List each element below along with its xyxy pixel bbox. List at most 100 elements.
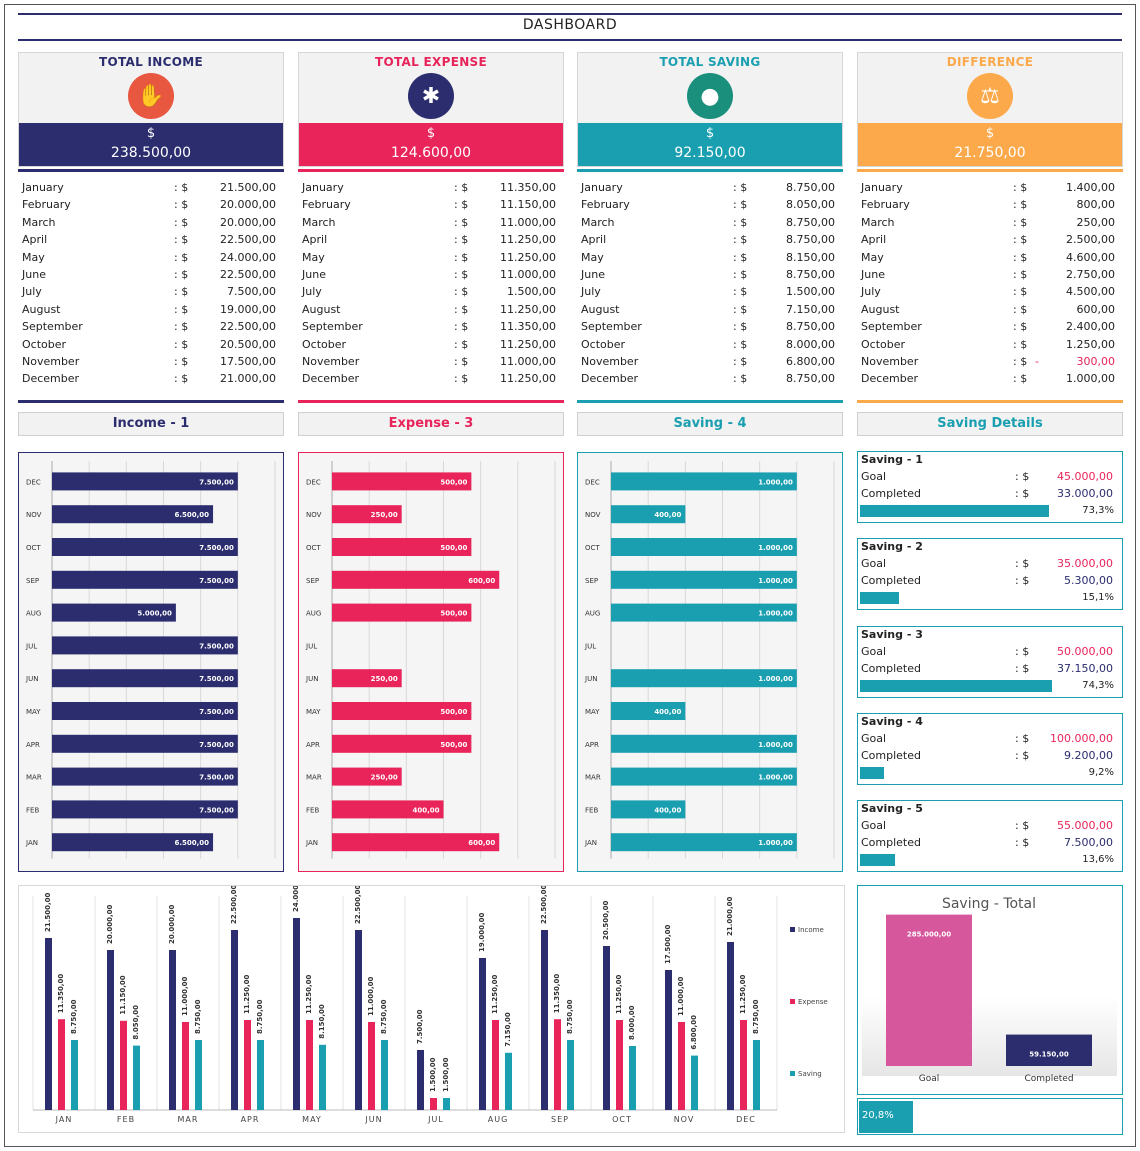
saving-total-progress-bar: [859, 1101, 913, 1133]
list-item: February: $ 11.150,00: [298, 197, 564, 214]
month-value: 11.350,00: [500, 181, 556, 194]
list-item: October: $ 11.250,00: [298, 337, 564, 354]
monthly-list-difference: January: $ 1.400,00 February: $ 800,00 March…: [857, 180, 1123, 389]
currency-separator: : $: [1013, 372, 1028, 386]
data-label: 7.500,00: [199, 478, 234, 486]
data-label: 250,00: [371, 675, 398, 683]
bar: [133, 1045, 140, 1110]
list-item: January: $ 21.500,00: [18, 180, 284, 197]
currency-separator: : $: [454, 285, 469, 299]
month-value: 1.000,00: [1066, 372, 1115, 386]
currency-separator: : $: [1013, 215, 1028, 229]
currency-separator: : $: [1015, 470, 1030, 483]
month-name: July: [302, 285, 322, 299]
bar: [1006, 1034, 1092, 1066]
data-label: 5.000,00: [137, 610, 172, 618]
tick-label: APR: [241, 1115, 260, 1124]
month-name: May: [302, 250, 325, 264]
list-item: March: $ 11.000,00: [298, 215, 564, 232]
month-name: July: [861, 285, 881, 299]
bar: [332, 538, 472, 556]
month-value: 2.500,00: [1066, 233, 1115, 247]
month-value: 11.250,00: [500, 337, 556, 351]
list-item: July: $ 1.500,00: [298, 284, 564, 301]
bar: [541, 930, 548, 1110]
tick-label: NOV: [306, 511, 322, 519]
list-item: October: $ 1.250,00: [857, 337, 1123, 354]
bar: [332, 833, 500, 852]
bar: [306, 1020, 313, 1110]
currency-separator: : $: [174, 285, 189, 299]
month-value: 800,00: [1076, 198, 1116, 212]
list-item: July: $ 7.500,00: [18, 284, 284, 301]
tick-label: MAR: [26, 774, 42, 782]
list-item: January: $ 1.400,00: [857, 180, 1123, 197]
saving-progress-percent: 9,2%: [1088, 767, 1114, 778]
kpi-card-value: 238.500,00: [110, 145, 192, 161]
currency-separator: : $: [174, 233, 189, 247]
goal-label: Goal: [861, 645, 887, 658]
month-value: 300,00: [1076, 354, 1116, 368]
bar: [52, 603, 176, 622]
bar: [740, 1020, 747, 1110]
list-item: November: $ - 300,00: [857, 354, 1123, 371]
month-name: January: [22, 181, 64, 194]
kpi-card-value-band: $124.600,00: [299, 123, 563, 166]
list-item: June: $ 22.500,00: [18, 267, 284, 284]
bar: [332, 505, 402, 524]
list-item: April: $ 22.500,00: [18, 232, 284, 249]
saving-total-chart: Saving - Total 285.000,00 Goal 59.150,00 Com…: [862, 896, 1117, 1084]
tick-label: MAY: [302, 1115, 322, 1124]
data-label: 1.500,00: [442, 1057, 450, 1092]
tick-label: MAR: [178, 1115, 199, 1124]
list-item: February: $ 20.000,00: [18, 197, 284, 214]
bar-panel-expense: DEC 500,00 NOV 250,00 OCT 500,00 SEP 600,00 AUG 5…: [298, 452, 564, 872]
currency-separator: : $: [454, 233, 469, 247]
data-label: 600,00: [468, 839, 495, 847]
month-value: 22.500,00: [220, 320, 276, 334]
month-value: 11.350,00: [500, 320, 556, 334]
data-label: 500,00: [440, 544, 467, 552]
currency-separator: : $: [1015, 645, 1030, 658]
tick-label: SEP: [551, 1115, 569, 1124]
balance-scale-icon: ⚖: [967, 73, 1013, 119]
monthly-list-underline: [18, 400, 284, 403]
currency-separator: : $: [733, 354, 748, 368]
completed-label: Completed: [861, 662, 921, 675]
month-name: October: [22, 337, 67, 351]
tick-label: JUL: [25, 642, 37, 650]
bar: [381, 1040, 388, 1110]
data-label: 7.500,00: [199, 774, 234, 782]
tick-label: DEC: [306, 478, 321, 486]
data-label: 20.500,00: [602, 900, 610, 940]
currency-separator: : $: [733, 302, 748, 316]
legend-entry: Saving: [798, 1070, 822, 1078]
month-name: June: [302, 267, 326, 281]
month-name: September: [861, 320, 922, 334]
dashboard-title: DASHBOARD: [522, 17, 618, 33]
month-name: April: [22, 233, 48, 247]
data-label: 11.350,00: [57, 974, 65, 1014]
currency-separator: : $: [1013, 285, 1028, 299]
currency-separator: : $: [174, 250, 189, 264]
month-name: December: [302, 372, 360, 386]
month-value: 22.500,00: [220, 267, 276, 281]
currency-separator: : $: [454, 302, 469, 316]
month-name: November: [22, 354, 80, 368]
kpi-card-title: TOTAL SAVING: [659, 55, 761, 69]
list-item: June: $ 2.750,00: [857, 267, 1123, 284]
currency-separator: : $: [454, 372, 469, 386]
month-name: August: [581, 302, 620, 316]
month-value: 17.500,00: [220, 354, 276, 368]
kpi-card-value: 124.600,00: [390, 145, 472, 161]
bar: [611, 603, 797, 622]
data-label: 22.500,00: [354, 886, 362, 924]
month-name: April: [861, 233, 887, 247]
tick-label: DEC: [585, 478, 600, 486]
tick-label: SEP: [306, 577, 319, 585]
bar: [52, 570, 238, 589]
currency-separator: : $: [733, 337, 748, 351]
month-value: 8.750,00: [786, 320, 835, 334]
bar: [443, 1098, 450, 1110]
data-label: 22.500,00: [540, 886, 548, 924]
